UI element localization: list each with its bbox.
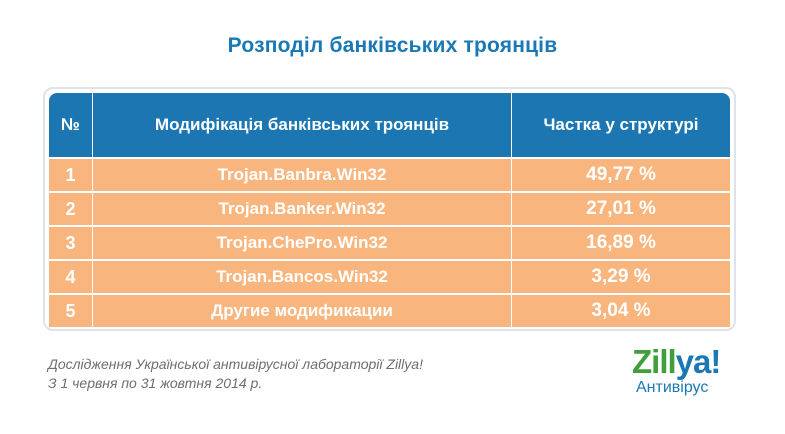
row-name: Trojan.Bancos.Win32 (93, 261, 512, 293)
row-share: 3,29 % (591, 266, 651, 287)
row-share: 49,77 % (586, 164, 656, 185)
row-number: 1 (49, 159, 93, 191)
row-number: 2 (49, 193, 93, 225)
row-name: Trojan.ChePro.Win32 (93, 227, 512, 259)
table-row: 4 Trojan.Bancos.Win32 3,29 % (49, 261, 730, 293)
table-row: 2 Trojan.Banker.Win32 27,01 % (49, 193, 730, 225)
logo-wordmark-part2: ya! (675, 343, 722, 380)
header-modification: Модифікація банківських троянців (93, 93, 512, 157)
page-title: Розподіл банківських троянців (227, 34, 558, 57)
row-name: Trojan.Banbra.Win32 (93, 159, 512, 191)
footnote-line-2: З 1 червня по 31 жовтня 2014 р. (48, 375, 263, 391)
row-number: 5 (49, 295, 93, 327)
row-number: 4 (49, 261, 93, 293)
footnote: Дослідження Української антивірусної лаб… (48, 355, 423, 393)
row-name: Trojan.Banker.Win32 (93, 193, 512, 225)
logo-wordmark-part1: Zill (632, 343, 677, 380)
table-row: 3 Trojan.ChePro.Win32 16,89 % (49, 227, 730, 259)
row-number: 3 (49, 227, 93, 259)
zillya-logo: Zillya! Антивірус (632, 343, 742, 405)
data-table-frame: № Модифікація банківських троянців Частк… (43, 87, 736, 331)
table-header: № Модифікація банківських троянців Частк… (49, 93, 730, 157)
footnote-line-1: Дослідження Української антивірусної лаб… (48, 356, 423, 372)
table-row: 5 Другие модификации 3,04 % (49, 295, 730, 327)
logo-wordmark: Zillya! (632, 343, 742, 381)
logo-subtitle: Антивірус (636, 379, 709, 396)
row-name: Другие модификации (93, 295, 512, 327)
row-share: 27,01 % (586, 198, 656, 219)
table-row: 1 Trojan.Banbra.Win32 49,77 % (49, 159, 730, 191)
header-number: № (49, 93, 93, 157)
row-share: 3,04 % (591, 300, 651, 321)
header-share: Частка у структурі (543, 115, 699, 134)
data-table: № Модифікація банківських троянців Частк… (49, 93, 730, 327)
row-share: 16,89 % (586, 232, 656, 253)
